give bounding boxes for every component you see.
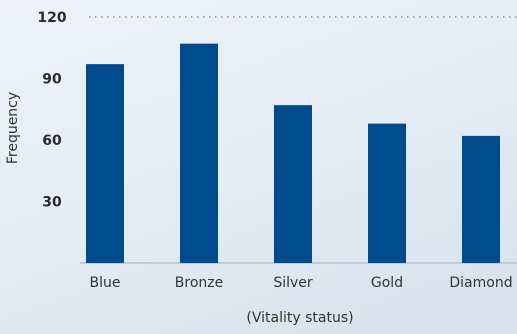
x-category-labels: Blue Bronze Silver Gold Diamond xyxy=(90,275,513,291)
x-tick-label-silver: Silver xyxy=(273,275,313,291)
y-tick-label: 120 xyxy=(37,10,66,26)
x-tick-label-bronze: Bronze xyxy=(175,275,223,291)
x-tick-label-gold: Gold xyxy=(371,275,403,291)
x-tick-label-diamond: Diamond xyxy=(449,275,512,291)
x-tick-label-blue: Blue xyxy=(90,275,121,291)
y-axis-title: Frequency xyxy=(5,92,21,164)
y-tick-labels: 30 60 90 120 xyxy=(37,10,66,211)
bar-silver xyxy=(274,105,312,264)
bars-layer xyxy=(86,43,500,264)
y-tick-label: 90 xyxy=(42,72,62,88)
x-axis-title: (Vitality status) xyxy=(246,310,353,326)
bar-bronze xyxy=(180,43,218,264)
bar-blue xyxy=(86,64,124,264)
bar-gold xyxy=(368,123,406,263)
bar-diamond xyxy=(462,135,500,263)
y-tick-label: 30 xyxy=(42,195,62,211)
y-tick-label: 60 xyxy=(42,133,62,149)
